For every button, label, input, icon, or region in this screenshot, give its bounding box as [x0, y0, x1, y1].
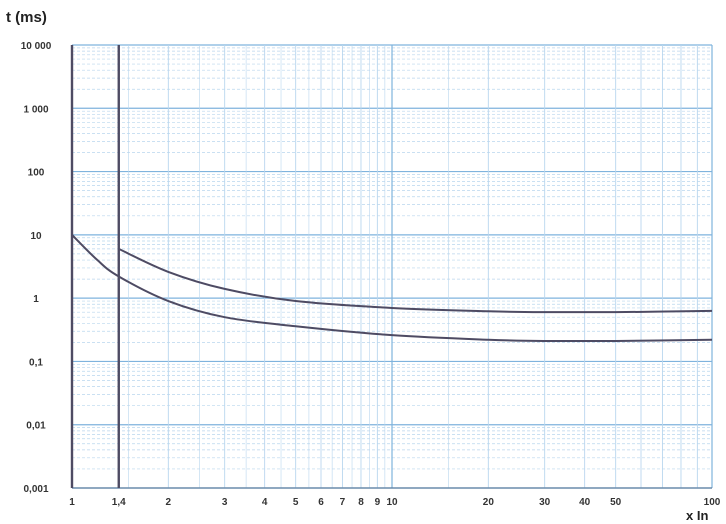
- series-1-curve: [71, 234, 713, 343]
- y-tick-label: 0,01: [26, 421, 46, 432]
- series-2-curve: [118, 247, 713, 314]
- x-tick-label: 1,4: [112, 497, 126, 508]
- x-tick-label: 6: [318, 497, 324, 508]
- grid: [71, 44, 713, 489]
- y-tick-label: 100: [28, 168, 45, 179]
- x-tick-label: 40: [579, 497, 591, 508]
- y-tick-labels: 0,001 0,01 0,1 1 10 100 1 000 10 000: [21, 41, 52, 495]
- x-tick-label: 1: [69, 497, 75, 508]
- x-tick-label: 50: [610, 497, 622, 508]
- x-axis-label: x In: [686, 508, 708, 523]
- y-axis-label: t (ms): [6, 9, 47, 26]
- x-tick-labels: 1 1,4 2 3 4 5 6 7 8 9 10 20 30 40 50 100: [69, 497, 721, 508]
- x-tick-label: 3: [222, 497, 228, 508]
- x-tick-label: 8: [358, 497, 364, 508]
- x-tick-label: 20: [483, 497, 495, 508]
- x-tick-label: 30: [539, 497, 551, 508]
- y-tick-label: 1: [33, 294, 39, 305]
- x-tick-label: 5: [293, 497, 299, 508]
- y-tick-label: 0,1: [29, 357, 43, 368]
- x-tick-label: 9: [375, 497, 381, 508]
- y-tick-label: 0,001: [23, 484, 48, 495]
- x-tick-label: 7: [340, 497, 346, 508]
- x-tick-label: 4: [262, 497, 268, 508]
- y-tick-label: 10: [30, 231, 42, 242]
- x-tick-label: 100: [704, 497, 721, 508]
- y-tick-label: 1 000: [23, 104, 48, 115]
- curves: [70, 45, 713, 488]
- x-tick-label: 10: [386, 497, 398, 508]
- y-tick-label: 10 000: [21, 41, 52, 52]
- x-tick-label: 2: [166, 497, 172, 508]
